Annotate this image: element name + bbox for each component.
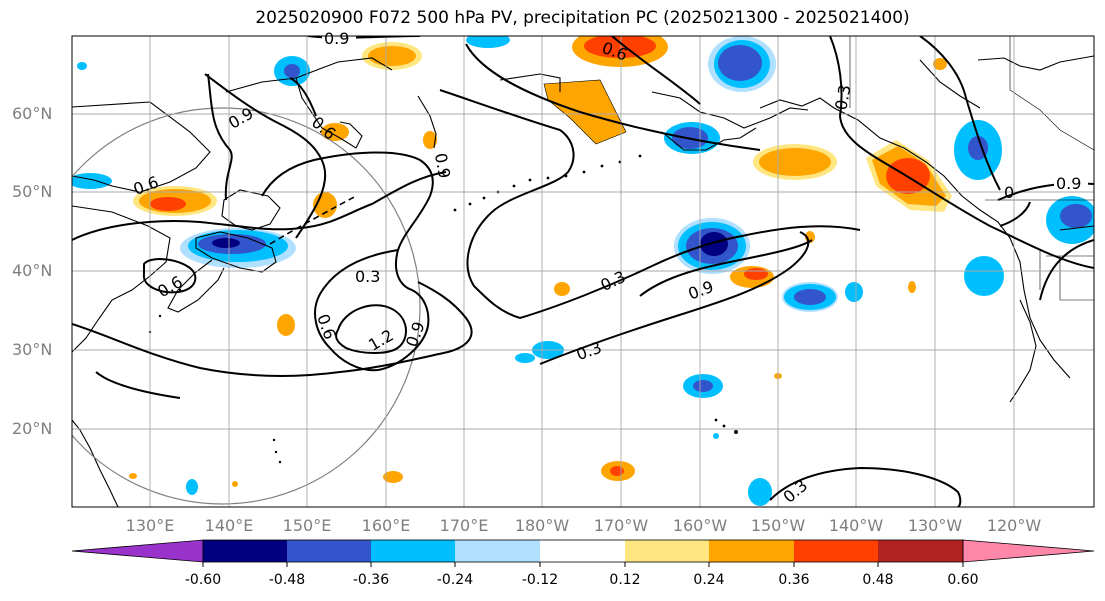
contour-label: 0.9 (324, 29, 349, 48)
colorbar-segment (709, 540, 794, 562)
colorbar-segment (203, 540, 287, 562)
colorbar-segment (878, 540, 963, 562)
lon-label: 140°E (204, 516, 254, 535)
contour-label: 0.3 (779, 476, 811, 507)
lon-label: 160°W (672, 516, 728, 535)
contour-label: 0.9 (431, 152, 454, 180)
island-chains (148, 154, 738, 464)
colorbar-tick-label: 0.12 (609, 572, 641, 588)
contour-label: 0.3 (831, 83, 854, 111)
lon-label: 120°W (986, 516, 1042, 535)
pv-contours (72, 36, 1094, 507)
lon-label: 170°E (439, 516, 489, 535)
lat-label: 40°N (12, 261, 53, 280)
contour-label: 0.9 (686, 277, 716, 304)
colorbar-tick-label: -0.36 (352, 572, 390, 588)
pv-dashed-contour (269, 195, 357, 245)
colorbar-segment (625, 540, 709, 562)
lat-label: 20°N (12, 419, 53, 438)
colorbar-segment (540, 540, 625, 562)
colorbar-segment (371, 540, 455, 562)
contour-label: 0.6 (154, 272, 186, 301)
colorbar-tick-label: -0.60 (184, 572, 222, 588)
lon-label: 130°W (907, 516, 963, 535)
colorbar-tick-label: 0.36 (778, 572, 810, 588)
coastlines (72, 55, 1094, 507)
precip-shading (72, 36, 1094, 506)
political-borders (849, 36, 1094, 301)
colorbar-tick-label: 0.24 (693, 572, 725, 588)
lat-label: 50°N (12, 182, 53, 201)
colorbar-segment (455, 540, 540, 562)
contour-label: 0.9 (1056, 174, 1081, 193)
colorbar-tick-label: 0.48 (862, 572, 894, 588)
lon-label: 150°W (750, 516, 806, 535)
map-frame (71, 35, 1095, 508)
contour-label: 0.3 (355, 267, 380, 286)
lon-label: 170°W (593, 516, 649, 535)
colorbar-tick-label: -0.48 (268, 572, 306, 588)
colorbar-tick-label: -0.12 (521, 572, 559, 588)
lon-label: 150°E (282, 516, 332, 535)
lon-label: 130°E (125, 516, 175, 535)
gridlines (72, 36, 1094, 507)
region-circle (72, 107, 421, 505)
contour-label: 0 (1004, 183, 1014, 202)
map-title: 2025020900 F072 500 hPa PV, precipitatio… (255, 8, 910, 28)
colorbar-extend-high (962, 539, 1095, 563)
lon-label: 180°W (514, 516, 570, 535)
lon-label: 140°W (828, 516, 884, 535)
colorbar-segment (794, 540, 878, 562)
contour-label: 0.9 (402, 319, 429, 349)
colorbar-tick-label: 0.60 (947, 572, 979, 588)
lat-label: 60°N (12, 104, 53, 123)
lat-label: 30°N (12, 340, 53, 359)
colorbar-tick-label: -0.24 (436, 572, 474, 588)
colorbar (71, 539, 1095, 567)
colorbar-extend-low (71, 539, 204, 563)
lon-label: 160°E (361, 516, 411, 535)
colorbar-segment (287, 540, 371, 562)
